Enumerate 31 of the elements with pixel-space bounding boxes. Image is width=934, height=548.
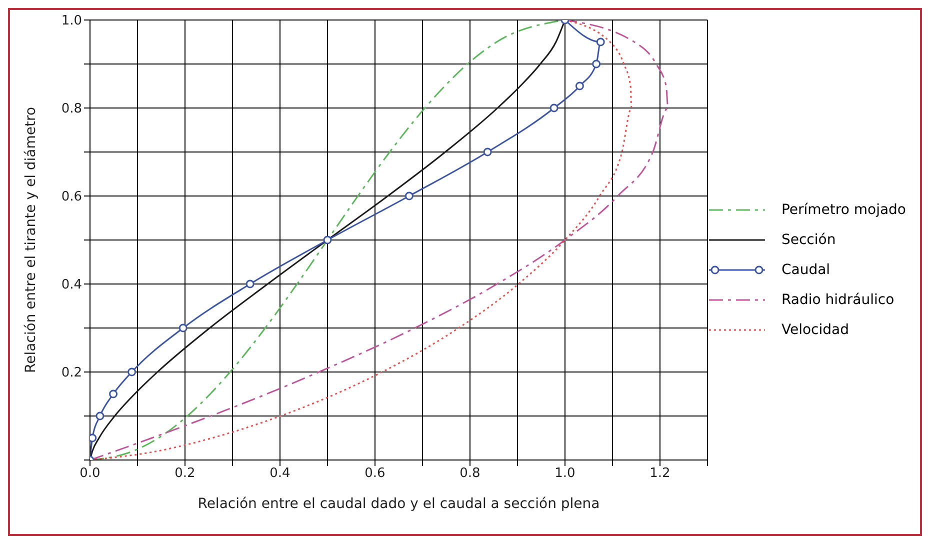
point — [246, 280, 254, 288]
x-tick-label: 0.2 — [174, 466, 196, 482]
point — [575, 82, 584, 90]
x-tick-label: 1.0 — [554, 466, 576, 482]
x-tick-label: 0.0 — [80, 466, 100, 482]
legend-label: Radio hidráulico — [781, 292, 894, 308]
y-tick-label: 0.6 — [61, 190, 82, 205]
point — [596, 38, 605, 46]
point — [128, 368, 136, 376]
point — [592, 60, 601, 68]
y-tick-label: 0.8 — [61, 102, 82, 117]
legend-label: Perímetro mojado — [781, 202, 906, 218]
point — [323, 236, 332, 244]
point — [483, 148, 492, 156]
point — [109, 390, 118, 398]
point — [178, 324, 188, 332]
point — [550, 104, 558, 112]
x-axis-title: Relación entre el caudal dado y el caudal a sección plena — [198, 496, 600, 512]
y-tick-label: 0.4 — [61, 278, 82, 293]
legend-label: Sección — [781, 232, 836, 248]
x-tick-label: 0.8 — [460, 466, 480, 482]
x-tick-label: 1.2 — [650, 466, 670, 482]
legend-label: Velocidad — [781, 322, 849, 338]
point — [404, 192, 414, 200]
y-tick-label: 1.0 — [61, 14, 82, 29]
y-tick-label: 0.2 — [61, 366, 82, 381]
legend-label: Caudal — [781, 262, 830, 278]
x-tick-label: 0.6 — [364, 466, 386, 482]
y-axis-title: Relación entre el tirante y el diámetro — [22, 106, 39, 374]
x-tick-label: 0.4 — [270, 466, 290, 482]
point — [96, 412, 104, 420]
